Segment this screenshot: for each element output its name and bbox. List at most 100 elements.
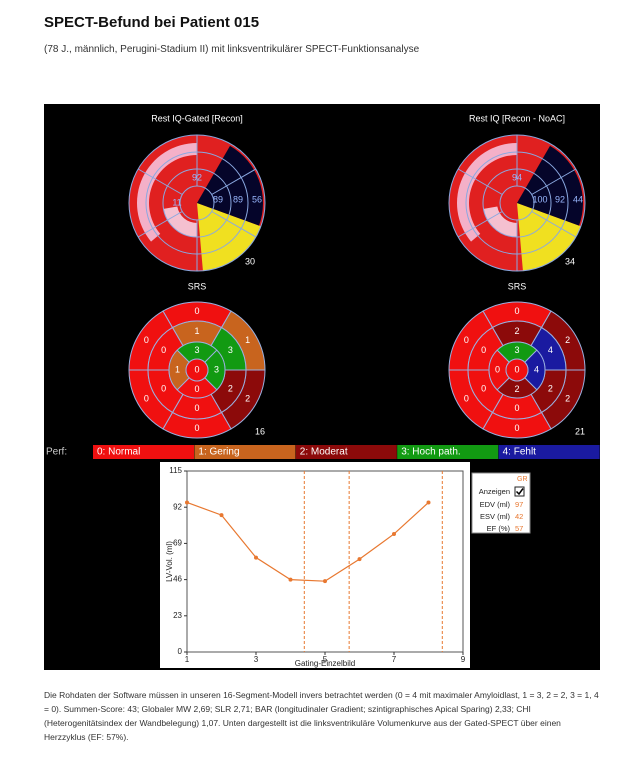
x-tick-label: 3	[254, 655, 259, 664]
srs-value: 2	[565, 335, 570, 345]
x-axis-label: Gating-Einzelbild	[295, 659, 355, 668]
panel-label: ESV (ml)	[480, 512, 511, 521]
srs-segment	[185, 358, 209, 382]
legend-text: 4: Fehlt	[503, 447, 537, 458]
srs-value: 0	[194, 306, 199, 316]
legend-swatch	[397, 445, 499, 459]
panel-header: GR	[517, 476, 528, 483]
y-tick-label: 23	[173, 611, 182, 620]
srs-value: 0	[481, 384, 486, 394]
x-tick-label: 9	[461, 655, 466, 664]
volume-point	[392, 531, 396, 536]
checkmark	[515, 488, 524, 496]
srs-value: 0	[464, 394, 469, 404]
legend-text: 2: Moderat	[300, 447, 348, 458]
volume-point	[254, 555, 258, 560]
legend-swatch	[194, 445, 296, 459]
map-region	[163, 206, 197, 237]
y-tick-label: 92	[173, 502, 182, 511]
srs-value: 3	[514, 345, 519, 355]
srs-value: 2	[514, 326, 519, 336]
srs-value: 0	[495, 364, 500, 374]
volume-point	[288, 577, 293, 582]
volume-curve	[186, 501, 429, 582]
srs-value: 2	[514, 384, 519, 394]
map-value: 11	[172, 197, 181, 207]
srs-value: 0	[161, 384, 166, 394]
map-grid	[211, 168, 257, 195]
map-grid	[211, 211, 257, 238]
map-title: Rest IQ [Recon - NoAC]	[469, 113, 565, 123]
map-value: 44	[573, 194, 583, 204]
srs-value: 2	[228, 384, 233, 394]
srs-value: 0	[161, 345, 166, 355]
srs-value: 1	[245, 335, 250, 345]
map-corner: 21	[575, 426, 585, 436]
srs-value: 0	[194, 384, 199, 394]
srs-value: 0	[481, 345, 486, 355]
srs-value: 0	[514, 364, 519, 374]
y-tick-label: 69	[173, 539, 182, 548]
map-grid	[457, 168, 503, 195]
volume-point	[185, 500, 189, 505]
map-title: SRS	[508, 281, 527, 291]
map-value: 92	[555, 194, 565, 204]
map-corner: 34	[565, 256, 575, 266]
panel-value: 57	[515, 524, 523, 533]
srs-value: 3	[228, 345, 233, 355]
map-region	[457, 143, 517, 242]
map-corner: 30	[245, 256, 255, 266]
y-tick-label: 115	[169, 466, 182, 475]
srs-value: 0	[514, 423, 519, 433]
srs-value: 3	[194, 345, 199, 355]
panel-label: EF (%)	[487, 524, 511, 533]
y-tick-label: 0	[178, 647, 183, 656]
show-checkbox[interactable]	[514, 486, 525, 497]
map-grid	[137, 168, 183, 195]
srs-value: 0	[514, 403, 519, 413]
legend-text: 0: Normal	[97, 447, 140, 458]
legend-swatch	[498, 445, 600, 459]
volume-point	[219, 513, 224, 518]
srs-value: 0	[194, 403, 199, 413]
legend-label: Perf:	[46, 447, 67, 458]
srs-value: 2	[565, 394, 570, 404]
srs-value: 1	[194, 326, 199, 336]
map-title: Rest IQ-Gated [Recon]	[151, 113, 243, 123]
srs-value: 0	[144, 335, 149, 345]
map-title: SRS	[188, 281, 207, 291]
map-value: 89	[213, 194, 223, 204]
map-corner: 16	[255, 426, 265, 436]
volume-point	[426, 500, 431, 505]
srs-value: 4	[548, 345, 553, 355]
map-region	[483, 206, 517, 237]
srs-value: 1	[175, 364, 180, 374]
srs-segment	[505, 358, 529, 382]
x-tick-label: 5	[323, 655, 328, 664]
legend-swatch	[295, 445, 397, 459]
map-value: 94	[512, 172, 522, 182]
y-tick-label: 46	[173, 575, 182, 584]
legend-text: 3: Hoch path.	[401, 447, 460, 458]
map-value: 56	[252, 194, 262, 204]
srs-value: 0	[464, 335, 469, 345]
panel-value: 42	[515, 512, 523, 521]
srs-value: 0	[194, 423, 199, 433]
x-tick-label: 7	[392, 655, 397, 664]
title: SPECT-Befund bei Patient 015	[44, 14, 260, 31]
map-value: 89	[233, 194, 243, 204]
volume-panel	[471, 472, 531, 534]
map-region	[137, 143, 197, 242]
map-grid	[457, 211, 503, 238]
legend-swatch	[93, 445, 194, 459]
srs-value: 2	[548, 384, 553, 394]
srs-value: 0	[514, 306, 519, 316]
map-region	[197, 203, 261, 271]
map-grid	[531, 168, 577, 195]
y-axis-label: LV-Vol. (ml)	[165, 541, 174, 582]
panel-label: Anzeigen	[479, 487, 510, 496]
map-value: 100	[532, 194, 547, 204]
volume-point	[323, 579, 327, 584]
x-tick-label: 1	[185, 655, 190, 664]
